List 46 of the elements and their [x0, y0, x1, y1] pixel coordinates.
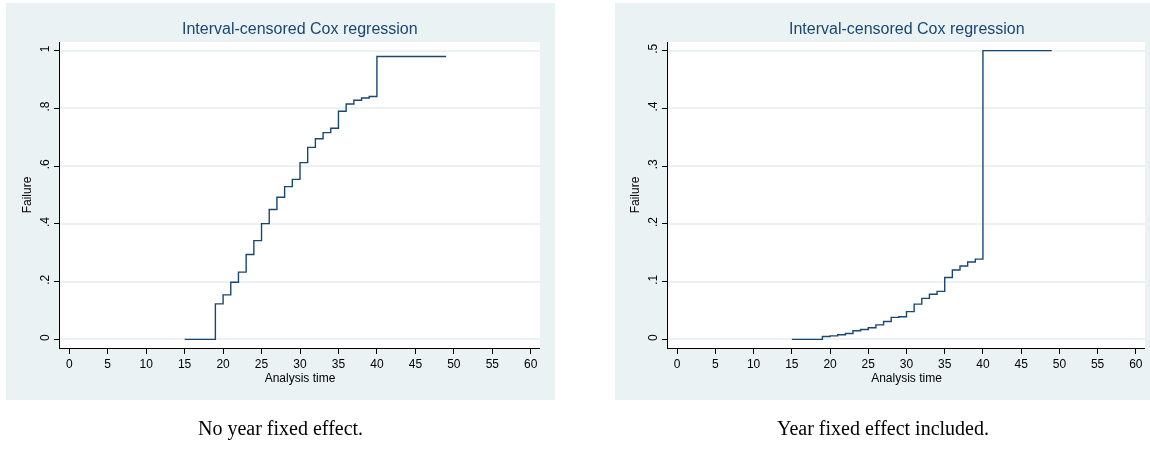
y-tick-label: 1 [38, 45, 53, 53]
y-tick-label: .6 [38, 159, 53, 170]
text: Year fixed effect included. [777, 417, 989, 439]
x-axis-title: Analysis time [871, 371, 943, 386]
x-tick-label: 15 [177, 357, 192, 372]
y-tick-label: 0 [38, 333, 53, 341]
y-tick-label: .2 [38, 274, 53, 285]
y-tick-label: .5 [646, 43, 661, 54]
x-tick-label: 0 [65, 357, 73, 372]
y-tick-label: 0 [646, 333, 661, 341]
x-tick-label: 60 [1129, 357, 1143, 372]
x-tick-label: 20 [216, 357, 231, 372]
y-axis-title: Failure [627, 176, 642, 214]
x-tick-label: 55 [485, 357, 500, 372]
x-tick-label: 40 [976, 357, 990, 372]
x-tick-label: 5 [104, 357, 112, 372]
x-tick-label: 0 [673, 357, 681, 372]
y-axis-title: Failure [19, 176, 34, 214]
y-tick-label: .1 [646, 274, 661, 285]
x-tick-label: 35 [938, 357, 952, 372]
x-tick-label: 50 [1052, 357, 1067, 372]
x-tick-label: 25 [861, 357, 876, 372]
x-tick-label: 60 [524, 357, 538, 372]
x-tick-label: 35 [331, 357, 346, 372]
x-tick-label: 50 [447, 357, 461, 372]
x-tick-label: 20 [823, 357, 838, 372]
x-tick-label: 10 [746, 357, 761, 372]
chart-title: Interval-censored Cox regression [182, 20, 418, 37]
text: No year fixed effect. [198, 417, 364, 440]
y-tick-label: .3 [646, 159, 661, 170]
y-tick-label: .8 [38, 101, 53, 112]
y-tick-label: .4 [38, 216, 53, 228]
x-tick-label: 45 [1014, 357, 1029, 372]
chart-title: Interval-censored Cox regression [789, 20, 1025, 37]
x-tick-label: 30 [293, 357, 307, 372]
y-tick-label: .2 [646, 216, 661, 228]
x-tick-label: 25 [254, 357, 269, 372]
x-axis-title: Analysis time [264, 371, 336, 386]
x-tick-label: 40 [370, 357, 384, 372]
y-tick-label: .4 [646, 101, 661, 112]
x-tick-label: 30 [899, 357, 914, 372]
x-tick-label: 10 [139, 357, 154, 372]
x-tick-label: 45 [408, 357, 423, 372]
x-tick-label: 55 [1090, 357, 1105, 372]
x-tick-label: 15 [785, 357, 799, 372]
x-tick-label: 5 [712, 357, 720, 372]
